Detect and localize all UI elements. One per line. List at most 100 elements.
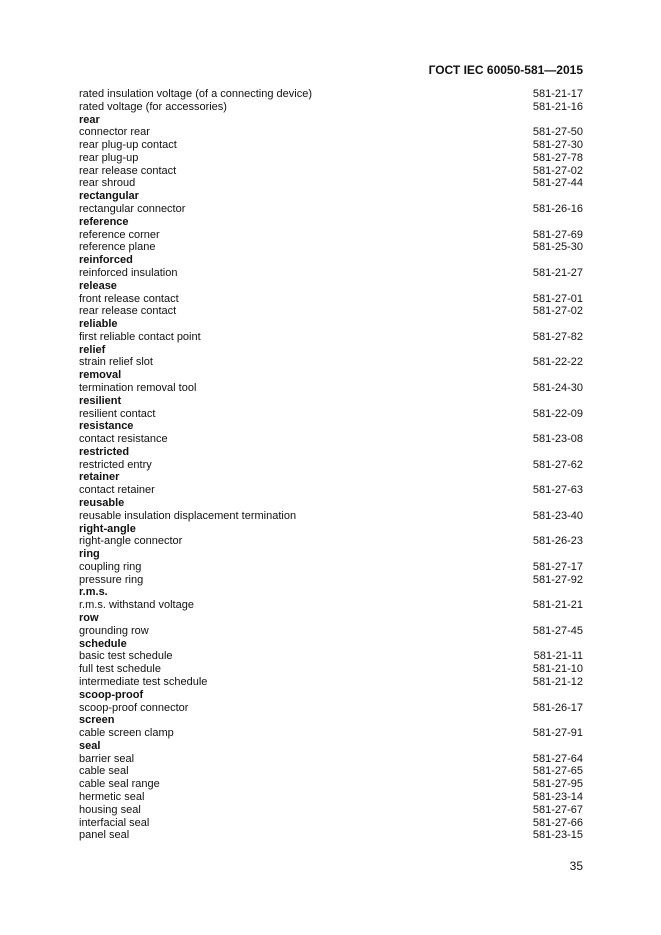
entry-term: contact retainer: [79, 484, 155, 497]
heading-keyword: r.m.s.: [79, 586, 108, 599]
entry-term: scoop-proof connector: [79, 701, 189, 714]
index-entry: reusable insulation displacement termina…: [79, 510, 583, 523]
entry-term: rear plug-up contact: [79, 139, 177, 152]
entry-code: 581-26-17: [532, 701, 583, 714]
index-entry: resilient contact 581-22-09: [79, 408, 583, 421]
index-heading: relief: [79, 344, 583, 357]
entry-code: 581-27-65: [532, 765, 583, 778]
heading-keyword: retainer: [79, 471, 120, 484]
index-heading: reliable: [79, 318, 583, 331]
index-heading: resilient: [79, 395, 583, 408]
heading-keyword: scoop-proof: [79, 688, 144, 701]
entry-term: front release contact: [79, 292, 179, 305]
index-entry: interfacial seal 581-27-66: [79, 817, 583, 830]
index-entry: coupling ring 581-27-17: [79, 561, 583, 574]
index-heading: release: [79, 280, 583, 293]
index-heading: seal: [79, 740, 583, 753]
index-list: rated insulation voltage (of a connectin…: [79, 88, 583, 842]
entry-term: hermetic seal: [79, 790, 145, 803]
index-entry: grounding row 581-27-45: [79, 625, 583, 638]
heading-keyword: relief: [79, 343, 106, 356]
entry-code: 581-27-50: [532, 126, 583, 139]
entry-term: barrier seal: [79, 752, 135, 765]
entry-code: 581-21-27: [532, 266, 583, 279]
entry-term: restricted entry: [79, 458, 152, 471]
index-entry: reinforced insulation 581-21-27: [79, 267, 583, 280]
entry-code: 581-27-17: [532, 560, 583, 573]
heading-keyword: release: [79, 279, 117, 292]
entry-code: 581-27-45: [532, 624, 583, 637]
entry-term: right-angle connector: [79, 535, 183, 548]
entry-code: 581-22-22: [532, 356, 583, 369]
entry-term: interfacial seal: [79, 816, 150, 829]
entry-code: 581-27-02: [532, 305, 583, 318]
entry-code: 581-27-63: [532, 484, 583, 497]
index-entry: panel seal 581-23-15: [79, 829, 583, 842]
entry-code: 581-23-40: [532, 509, 583, 522]
entry-term: cable seal: [79, 765, 129, 778]
index-heading: ring: [79, 548, 583, 561]
entry-term: resilient contact: [79, 407, 156, 420]
entry-code: 581-23-14: [532, 790, 583, 803]
entry-code: 581-22-09: [532, 407, 583, 420]
index-entry: scoop-proof connector 581-26-17: [79, 702, 583, 715]
heading-keyword: reinforced: [79, 254, 133, 267]
entry-code: 581-27-92: [532, 573, 583, 586]
entry-term: cable seal range: [79, 778, 160, 791]
entry-term: cable screen clamp: [79, 727, 174, 740]
index-heading: reusable: [79, 497, 583, 510]
entry-code: 581-25-30: [532, 241, 583, 254]
entry-term: rated insulation voltage (of a connectin…: [79, 88, 312, 100]
entry-code: 581-21-11: [533, 650, 583, 663]
index-heading: rectangular: [79, 190, 583, 203]
entry-term: rectangular connector: [79, 203, 186, 216]
entry-code: 581-27-67: [532, 803, 583, 816]
entry-code: 581-27-95: [532, 778, 583, 791]
index-heading: removal: [79, 369, 583, 382]
heading-keyword: reliable: [79, 318, 118, 331]
index-entry: intermediate test schedule 581-21-12: [79, 676, 583, 689]
entry-code: 581-27-64: [532, 752, 583, 765]
heading-keyword: reusable: [79, 497, 125, 509]
index-entry: cable seal 581-27-65: [79, 765, 583, 778]
index-heading: screen: [79, 714, 583, 727]
index-heading: scoop-proof: [79, 689, 583, 702]
index-heading: reinforced: [79, 254, 583, 267]
index-entry: right-angle connector 581-26-23: [79, 535, 583, 548]
entry-code: 581-27-69: [532, 228, 583, 241]
entry-term: reference corner: [79, 228, 160, 241]
entry-code: 581-27-66: [532, 816, 583, 829]
index-entry: rectangular connector 581-26-16: [79, 203, 583, 216]
entry-code: 581-27-01: [532, 292, 583, 305]
heading-keyword: reference: [79, 215, 129, 228]
entry-term: first reliable contact point: [79, 330, 201, 343]
entry-code: 581-27-30: [532, 139, 583, 152]
index-heading: r.m.s.: [79, 586, 583, 599]
index-entry: restricted entry 581-27-62: [79, 459, 583, 472]
entry-term: rear shroud: [79, 177, 136, 190]
index-heading: reference: [79, 216, 583, 229]
entry-term: strain relief slot: [79, 356, 153, 369]
heading-keyword: removal: [79, 369, 122, 382]
entry-code: 581-21-17: [532, 88, 583, 100]
index-entry: housing seal 581-27-67: [79, 804, 583, 817]
entry-term: rear release contact: [79, 164, 177, 177]
index-entry: basic test schedule 581-21-11: [79, 650, 583, 663]
entry-term: basic test schedule: [79, 650, 173, 663]
index-entry: front release contact 581-27-01: [79, 293, 583, 306]
entry-term: reinforced insulation: [79, 266, 178, 279]
entry-term: grounding row: [79, 624, 149, 637]
entry-code: 581-21-10: [532, 663, 583, 676]
entry-code: 581-27-02: [532, 164, 583, 177]
entry-term: rear plug-up: [79, 151, 139, 164]
entry-term: r.m.s. withstand voltage: [79, 599, 194, 612]
index-entry: rear plug-up contact 581-27-30: [79, 139, 583, 152]
entry-term: rear release contact: [79, 305, 177, 318]
heading-keyword: resistance: [79, 420, 134, 433]
entry-term: intermediate test schedule: [79, 675, 208, 688]
heading-keyword: seal: [79, 739, 101, 752]
index-entry: pressure ring 581-27-92: [79, 574, 583, 587]
entry-term: panel seal: [79, 829, 130, 842]
heading-keyword: rear: [79, 113, 100, 126]
index-entry: cable screen clamp 581-27-91: [79, 727, 583, 740]
